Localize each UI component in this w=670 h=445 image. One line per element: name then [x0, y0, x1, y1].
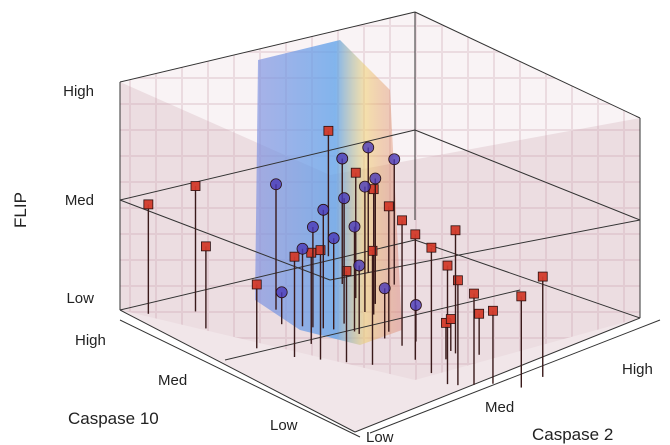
circle-marker	[275, 286, 288, 299]
circle-marker	[358, 180, 371, 193]
square-marker	[516, 291, 527, 302]
square-marker	[200, 241, 211, 252]
circle-marker	[409, 299, 422, 311]
circle-marker	[327, 232, 340, 245]
z-tick-low: Low	[66, 290, 94, 307]
square-marker	[323, 125, 334, 136]
circle-marker	[296, 242, 309, 255]
x-tick-low: Low	[270, 417, 298, 434]
square-marker	[450, 225, 461, 236]
x-tick-med: Med	[158, 372, 187, 389]
circle-marker	[362, 141, 375, 154]
circle-marker	[336, 152, 349, 165]
square-marker	[289, 251, 300, 262]
circle-marker	[338, 192, 351, 205]
z-axis: FLIP High Med Low	[11, 83, 94, 307]
square-marker	[350, 167, 361, 178]
square-marker	[469, 288, 479, 299]
circle-marker	[369, 172, 382, 185]
square-marker	[488, 305, 498, 316]
y-axis-label: Caspase 2	[532, 425, 613, 444]
square-marker	[190, 181, 201, 191]
square-marker	[474, 308, 485, 319]
circle-marker	[270, 178, 282, 191]
square-marker	[143, 199, 154, 210]
square-marker	[341, 266, 352, 276]
square-marker	[397, 215, 407, 226]
z-axis-label: FLIP	[11, 192, 30, 228]
square-marker	[315, 245, 326, 256]
square-marker	[537, 271, 548, 282]
y-tick-low: Low	[366, 429, 394, 445]
plot-volume	[120, 12, 640, 432]
square-marker	[445, 314, 456, 324]
square-marker	[442, 260, 453, 271]
circle-marker	[388, 153, 401, 166]
y-axis: Caspase 2 Low Med High	[366, 361, 653, 445]
x-axis-label: Caspase 10	[68, 409, 159, 428]
square-marker	[452, 275, 463, 286]
square-marker	[410, 229, 421, 240]
circle-marker	[348, 220, 361, 233]
square-marker	[426, 242, 437, 253]
circle-marker	[353, 259, 366, 272]
circle-marker	[378, 282, 391, 295]
y-tick-high: High	[622, 361, 653, 378]
circle-marker	[306, 221, 319, 233]
circle-marker	[317, 203, 330, 216]
z-tick-high: High	[63, 83, 94, 100]
x-axis: Caspase 10 High Med Low	[68, 332, 298, 434]
z-tick-med: Med	[65, 192, 94, 209]
x-tick-high: High	[75, 332, 106, 349]
square-marker	[251, 279, 262, 290]
square-marker	[383, 201, 394, 212]
data-marks	[143, 125, 548, 388]
y-tick-med: Med	[485, 399, 514, 416]
